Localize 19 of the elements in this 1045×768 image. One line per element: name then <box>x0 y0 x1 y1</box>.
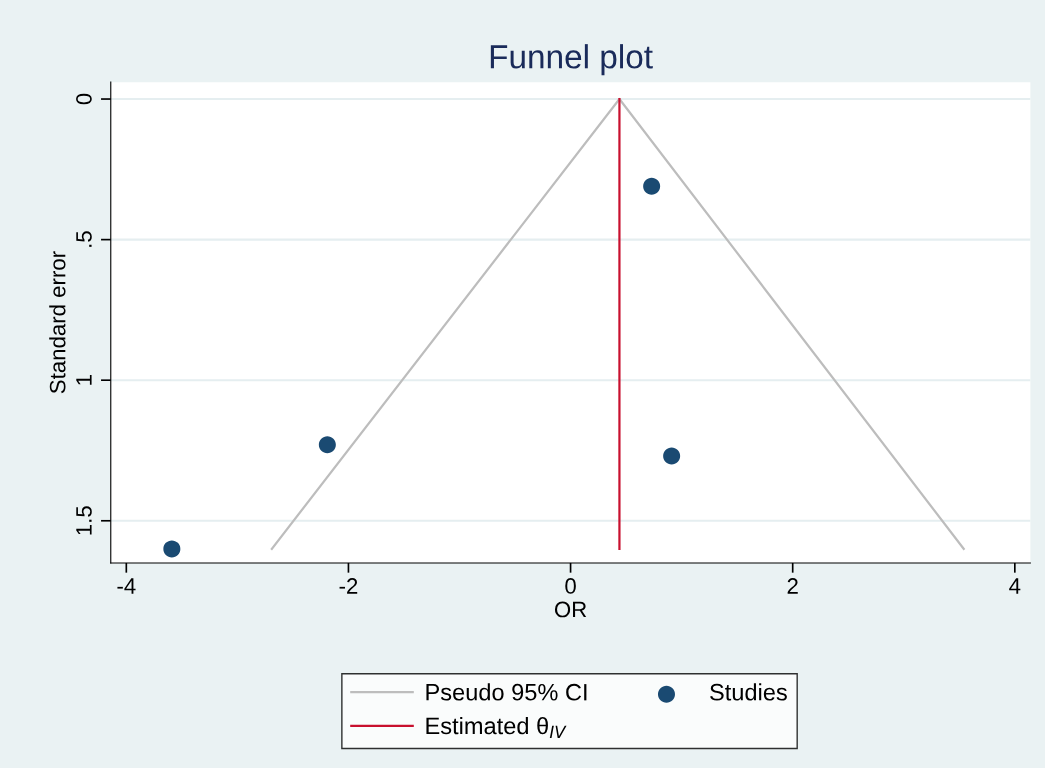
y-tick-label: 1.5 <box>76 506 92 535</box>
legend-label: Estimated θ$_{IV}$ <box>426 716 567 738</box>
x-tick-label: -2 <box>339 578 358 594</box>
y-tick-label: .5 <box>76 231 92 247</box>
y-tick-label: 1 <box>76 375 92 385</box>
legend-label: Studies <box>710 683 787 701</box>
y-tick-label: 0 <box>76 93 92 105</box>
x-tick-label: 2 <box>787 578 798 594</box>
x-tick-label: -4 <box>117 578 136 594</box>
y-axis-title: Standard error <box>49 251 66 394</box>
legend-label: Pseudo 95% CI <box>426 683 587 701</box>
x-tick-label: 0 <box>565 578 576 594</box>
x-axis-title: OR <box>554 601 587 618</box>
x-tick-label: 4 <box>1009 578 1021 594</box>
point <box>663 447 681 465</box>
point <box>643 177 661 195</box>
chart-title: Funnel plot <box>490 44 653 76</box>
point <box>318 436 336 454</box>
point <box>163 540 181 558</box>
